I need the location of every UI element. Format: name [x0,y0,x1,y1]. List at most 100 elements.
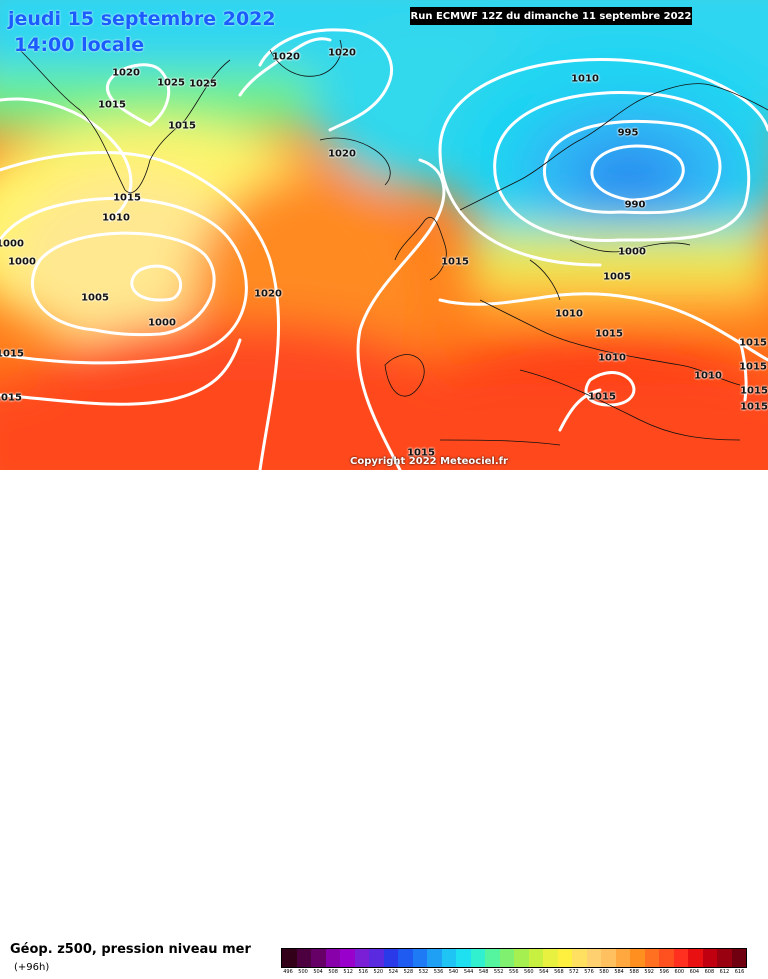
scale-tick-label: 524 [388,969,399,975]
pressure-label: 1015 [441,256,469,268]
scale-swatch [398,949,413,967]
scale-tick-label: 512 [343,969,353,975]
pressure-label: 1020 [112,67,140,79]
pressure-label: 1020 [328,148,356,160]
scale-tick-label: 588 [629,969,639,975]
scale-swatch [369,949,384,967]
pressure-label: 1000 [8,256,36,268]
legend-footer: Géop. z500, pression niveau mer (+96h) 4… [0,470,768,975]
pressure-label: 1010 [571,73,599,85]
color-scale [281,948,747,968]
scale-swatch [615,949,630,967]
scale-swatch [543,949,558,967]
scale-swatch [572,949,587,967]
scale-tick-label: 520 [373,969,384,975]
scale-swatch [557,949,572,967]
run-info: Run ECMWF 12Z du dimanche 11 septembre 2… [410,7,692,25]
scale-swatch [470,949,485,967]
scale-tick-label: 496 [283,969,293,975]
pressure-label: 1015 [98,99,126,111]
pressure-label: 1010 [102,212,130,224]
pressure-label: 1010 [598,352,626,364]
scale-swatch [731,949,746,967]
scale-tick-label: 572 [569,969,579,975]
scale-tick-label: 604 [689,969,700,975]
scale-swatch [514,949,529,967]
legend-title: Géop. z500, pression niveau mer [10,942,251,957]
pressure-label: 1000 [0,238,24,250]
pressure-label: 1015 [113,192,141,204]
scale-tick-label: 600 [674,969,685,975]
scale-swatch [659,949,674,967]
pressure-label: 1015 [168,120,196,132]
pressure-label: 1015 [588,391,616,403]
coastlines [19,39,768,446]
scale-swatch [354,949,369,967]
scale-tick-label: 552 [493,969,504,975]
scale-tick-label: 560 [524,969,534,975]
scale-swatch [644,949,659,967]
scale-tick-label: 576 [584,969,594,975]
scale-swatch [282,949,297,967]
scale-swatch [499,949,514,967]
scale-swatch [702,949,717,967]
legend-subtitle: (+96h) [14,962,50,973]
scale-swatch [325,949,340,967]
scale-tick-label: 580 [599,969,609,975]
scale-swatch [296,949,311,967]
isobars [0,28,768,470]
pressure-label: 1015 [407,447,435,459]
pressure-label: 1005 [81,292,109,304]
forecast-date: jeudi 15 septembre 2022 [8,8,276,30]
pressure-label: 1025 [189,78,217,90]
pressure-label: 1020 [272,51,300,63]
scale-swatch [427,949,442,967]
scale-tick-label: 500 [298,969,308,975]
pressure-label: 1000 [148,317,176,329]
scale-swatch [456,949,471,967]
scale-tick-label: 544 [463,969,474,975]
scale-swatch [528,949,543,967]
scale-tick-label: 612 [719,969,730,975]
scale-tick-label: 504 [313,969,323,975]
scale-tick-label: 556 [508,969,519,975]
scale-tick-label: 564 [539,969,549,975]
scale-tick-label: 596 [659,969,670,975]
pressure-label: 1015 [0,392,22,404]
pressure-label: 1020 [254,288,282,300]
pressure-label: 1010 [694,370,722,382]
pressure-label: 1015 [739,361,767,373]
pressure-label: 1000 [618,246,646,258]
scale-swatch [673,949,688,967]
scale-swatch [412,949,427,967]
scale-tick-label: 608 [704,969,715,975]
scale-swatch [383,949,398,967]
pressure-label: 1015 [740,385,768,397]
scale-tick-label: 536 [433,969,444,975]
pressure-label: 1005 [603,271,631,283]
color-scale-ticks: 496 500 504 508 512 516 520 524 528 532 536 540 544 5… [281,969,747,979]
scale-swatch [340,949,355,967]
scale-tick-label: 616 [734,969,745,975]
scale-swatch [441,949,456,967]
scale-tick-label: 528 [403,969,414,975]
pressure-label: 995 [617,127,639,139]
scale-swatch [485,949,500,967]
pressure-label: 1015 [739,337,767,349]
pressure-label: 1025 [157,77,185,89]
scale-tick-label: 568 [554,969,564,975]
pressure-label: 1015 [595,328,623,340]
scale-swatch [311,949,326,967]
scale-swatch [586,949,601,967]
pressure-label: 1010 [555,308,583,320]
copyright: Copyright 2022 Meteociel.fr [350,456,508,467]
scale-swatch [688,949,703,967]
scale-tick-label: 516 [358,969,369,975]
scale-tick-label: 592 [644,969,654,975]
pressure-label: 1020 [328,47,356,59]
pressure-label: 1015 [0,348,24,360]
scale-tick-label: 548 [478,969,489,975]
scale-tick-label: 540 [448,969,459,975]
pressure-label: 990 [624,199,646,211]
scale-tick-label: 584 [614,969,624,975]
